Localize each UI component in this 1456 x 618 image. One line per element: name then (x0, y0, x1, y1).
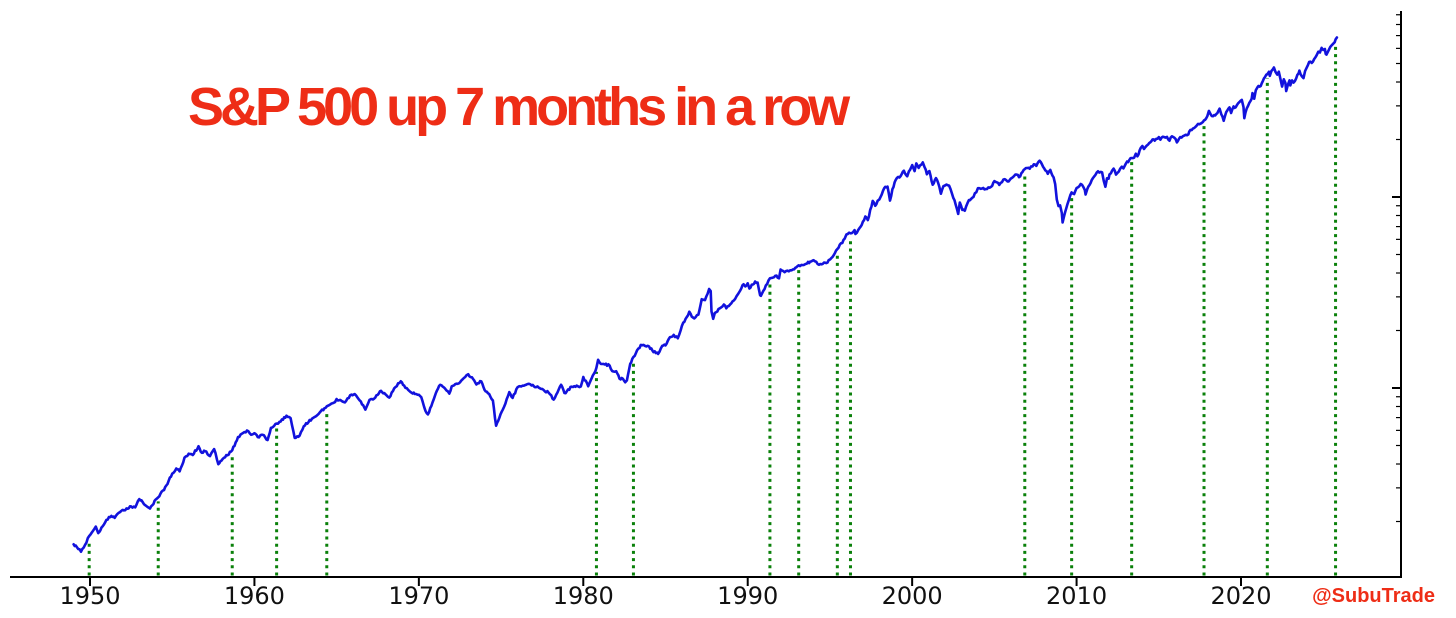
x-axis-tick-label-1970: 1970 (388, 582, 450, 610)
x-axis-tick-label-1990: 1990 (717, 582, 779, 610)
x-axis-tick-label-2000: 2000 (881, 582, 943, 610)
watermark: @SubuTrade (1312, 585, 1435, 607)
x-axis-tick-label-2010: 2010 (1046, 582, 1108, 610)
x-axis-tick-label-2020: 2020 (1210, 582, 1272, 610)
chart-title: S&P 500 up 7 months in a row (188, 77, 850, 137)
x-axis-tick-label-1950: 1950 (59, 582, 121, 610)
price-line (72, 36, 1339, 554)
x-axis-tick-label-1980: 1980 (552, 582, 614, 610)
x-axis-tick-label-1960: 1960 (223, 582, 285, 610)
